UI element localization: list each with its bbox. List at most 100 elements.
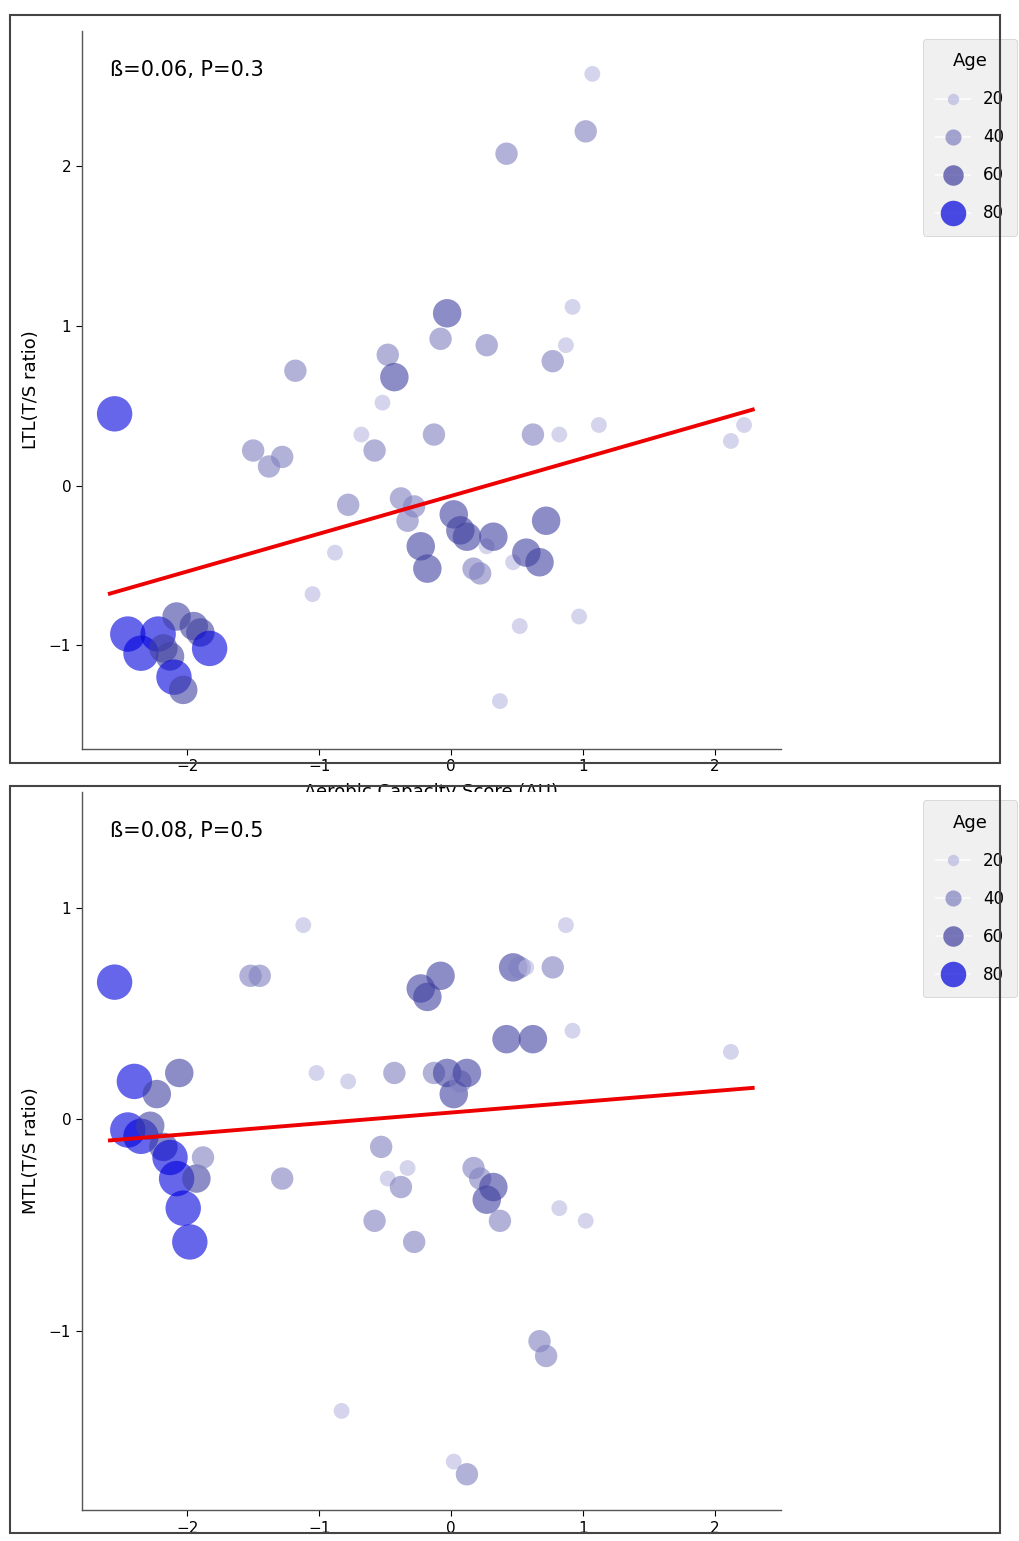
Point [451,1069,468,1094]
Point [557,912,574,937]
Point [379,1167,395,1191]
Point [374,390,390,415]
Point [512,955,528,980]
Point [564,1019,580,1043]
Point [274,445,290,470]
Point [274,1167,290,1191]
Point [564,294,580,319]
Point [155,1134,171,1159]
Point [119,621,136,646]
Point [201,636,217,661]
Point [168,1167,184,1191]
Legend: 20, 40, 60, 80: 20, 40, 60, 80 [922,39,1017,236]
Point [518,955,534,980]
Point [166,664,182,689]
Point [149,1082,165,1106]
Point [531,550,547,575]
Point [185,613,202,638]
Point [432,963,448,988]
Point [498,142,515,166]
Point [432,327,448,351]
Point [557,333,574,358]
Point [168,604,184,629]
Point [252,963,268,988]
Point [406,1230,422,1254]
Point [550,1196,567,1220]
Point [445,1082,462,1106]
Point [518,541,534,566]
Point [373,1134,389,1159]
Point [155,636,171,661]
Point [326,541,342,566]
Point [175,1196,192,1220]
Point [465,556,481,581]
Point [531,1328,547,1353]
Point [379,342,395,367]
Point [366,1208,382,1233]
Point [445,502,462,527]
Point [537,509,553,533]
Point [308,1060,324,1085]
Point [119,1117,136,1142]
Point [537,1344,553,1368]
Point [577,119,593,143]
Point [132,641,149,666]
Y-axis label: LTL(T/S ratio): LTL(T/S ratio) [22,330,41,450]
Text: ß=0.06, P=0.3: ß=0.06, P=0.3 [109,60,263,80]
Point [459,1462,475,1487]
Point [451,518,468,542]
Point [491,689,507,713]
Point [478,1188,494,1213]
Point [577,1208,593,1233]
Point [366,438,382,462]
Legend: 20, 40, 60, 80: 20, 40, 60, 80 [922,800,1017,997]
Point [735,413,751,438]
Point [524,1026,540,1051]
Y-axis label: MTL(T/S ratio): MTL(T/S ratio) [22,1088,41,1214]
Point [243,963,259,988]
Point [353,422,369,447]
Point [192,619,208,644]
Point [459,524,475,549]
Point [399,509,416,533]
Point [590,413,606,438]
Point [413,975,429,1000]
Point [419,556,435,581]
Point [142,1114,158,1139]
Point [386,365,403,390]
Point [195,1145,211,1170]
Point [478,333,494,358]
Point [498,1026,515,1051]
Point [245,438,261,462]
Text: ß=0.08, P=0.5: ß=0.08, P=0.5 [109,821,263,841]
Point [132,1123,149,1148]
Point [162,1145,178,1170]
Point [406,495,422,519]
Point [722,1040,739,1065]
Point [472,1167,488,1191]
Point [162,644,178,669]
Point [304,582,320,607]
Point [399,1156,416,1180]
Point [512,613,528,638]
Point [171,1060,187,1085]
Point [261,455,277,479]
Point [425,1060,441,1085]
Point [333,1399,350,1424]
Point [465,1156,481,1180]
Point [544,955,560,980]
Point [445,1449,462,1473]
Point [126,1069,143,1094]
Point [392,1174,409,1199]
Point [491,1208,507,1233]
Point [584,62,600,86]
Point [504,550,521,575]
Point [294,912,311,937]
Point [550,422,567,447]
Point [339,1069,356,1094]
X-axis label: Aerobic Capacity Score (AU): Aerobic Capacity Score (AU) [304,783,557,801]
Point [386,1060,403,1085]
Point [478,533,494,558]
Point [722,428,739,453]
Point [339,493,356,518]
